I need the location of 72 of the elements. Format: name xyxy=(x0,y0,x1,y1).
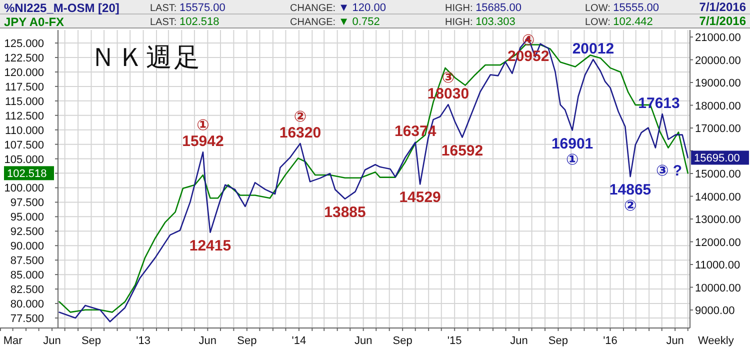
y-tick-label: 9000.00 xyxy=(695,305,735,318)
annotation: 20012 xyxy=(572,40,614,58)
annotation: 17613 xyxy=(638,95,680,112)
text: CHANGE: ▼ 0.752 xyxy=(290,16,380,28)
y-tick-label: 13000.00 xyxy=(695,214,741,226)
text: ＮＫ週足 xyxy=(90,42,202,72)
y2-tick-label: 105.000 xyxy=(4,154,44,166)
x-tick-label: '14 xyxy=(292,335,306,347)
x-tick-label: '13 xyxy=(136,335,150,347)
y2-tick-label: 90.000 xyxy=(10,240,44,253)
text: %NI225_M-OSM [20] xyxy=(4,1,120,15)
y-tick-label: 12000.00 xyxy=(695,236,741,249)
y-tick-label: 11000.00 xyxy=(695,260,740,272)
x-tick-label: '16 xyxy=(603,335,618,347)
text: LOW: 102.442 xyxy=(585,16,653,28)
y-tick-label: 18000.00 xyxy=(695,100,741,112)
text: LAST: 15575.00 xyxy=(150,2,226,14)
y-tick-label: 17000.00 xyxy=(695,123,741,136)
text: JPY A0-FX xyxy=(4,15,64,29)
y2-tick-label: 100.000 xyxy=(4,182,44,195)
y2-tick-label: 120.000 xyxy=(4,66,44,79)
y-tick-label: 15000.00 xyxy=(695,168,741,181)
y2-tick-label: 110.000 xyxy=(5,124,44,137)
x-tick-label: Sep xyxy=(81,335,102,347)
x-tick-label: Sep xyxy=(237,335,257,347)
text: LOW: 15555.00 xyxy=(585,2,660,14)
y-tick-label: 21000.00 xyxy=(695,32,741,44)
annotation: ② 16320 xyxy=(279,108,322,142)
y2-tick-label: 97.500 xyxy=(10,197,44,210)
y-tick-label: 15695.00 xyxy=(694,152,740,165)
x-tick-label: Jun xyxy=(198,335,217,347)
y2-tick-label: 80.000 xyxy=(10,298,44,311)
y-tick-label: 20000.00 xyxy=(695,54,741,67)
text: 7/1/2016 xyxy=(699,0,746,14)
y-tick-label: 19000.00 xyxy=(695,78,741,90)
text: 7/1/2016 xyxy=(699,14,746,28)
y2-tick-label: 122.500 xyxy=(4,52,44,64)
y2-tick-label: 85.000 xyxy=(10,270,44,282)
annotation: 16592 xyxy=(441,142,484,160)
x-tick-label: Mar xyxy=(3,335,23,347)
x-tick-label: Jun xyxy=(43,335,61,347)
y2-tick-label: 87.500 xyxy=(10,255,44,268)
y2-tick-label: 117.500 xyxy=(5,81,44,94)
y2-tick-label: 125.000 xyxy=(4,38,44,50)
y2-tick-label: 102.518 xyxy=(7,168,47,180)
y2-tick-label: 77.500 xyxy=(10,312,44,325)
annotation: ③ ? xyxy=(656,162,682,180)
y2-tick-label: 112.500 xyxy=(5,110,44,122)
annotation: ① 15942 xyxy=(182,117,224,150)
x-tick-label: Jun xyxy=(666,335,684,347)
annotation: 14865 ② xyxy=(609,182,652,215)
y2-tick-label: 107.500 xyxy=(4,139,44,152)
x-tick-label: Jun xyxy=(510,335,528,347)
annotation: 13885 xyxy=(324,204,366,221)
annotation: 16901 ① xyxy=(551,135,594,168)
x-axis-title: Weekly xyxy=(698,335,734,347)
text: CHANGE: ▼ 120.00 xyxy=(290,2,386,14)
y2-tick-label: 92.500 xyxy=(10,226,44,238)
y-tick-label: 14000.00 xyxy=(695,191,741,204)
annotation: 12415 xyxy=(189,237,232,254)
text: LAST: 102.518 xyxy=(150,16,220,28)
x-tick-label: '15 xyxy=(447,335,462,347)
text: HIGH: 15685.00 xyxy=(445,2,522,14)
x-tick-label: Sep xyxy=(392,335,412,347)
y-tick-label: 10000.00 xyxy=(695,282,741,294)
y2-tick-label: 95.000 xyxy=(10,212,44,224)
text: HIGH: 103.303 xyxy=(445,16,516,28)
y2-tick-label: 82.500 xyxy=(10,284,44,296)
y2-tick-label: 115.000 xyxy=(5,96,44,108)
x-tick-label: Jun xyxy=(354,335,372,347)
x-tick-label: Sep xyxy=(548,335,568,347)
annotation: 14529 xyxy=(399,189,441,206)
